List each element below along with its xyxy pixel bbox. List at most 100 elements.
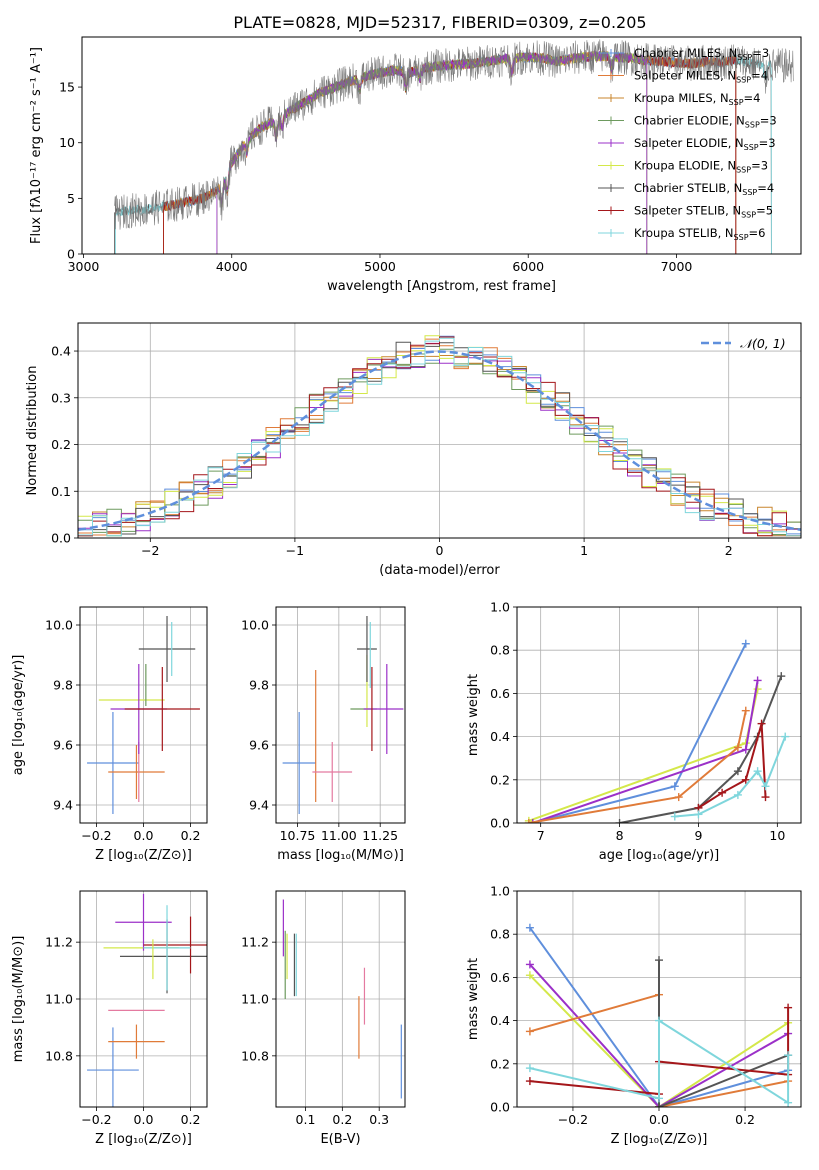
weight-marker-kr_stelib — [784, 1051, 793, 1060]
legend-label: Kroupa MILES, NSSP=4 — [634, 91, 760, 107]
x-tick-label: −1 — [286, 543, 304, 558]
x-tick-label: 0.2 — [181, 828, 201, 843]
errorbar-ch_miles — [87, 712, 139, 814]
legend: 𝒩(0, 1) — [701, 336, 786, 351]
y-tick-label: 10.0 — [241, 618, 269, 633]
y-tick-label: 9.8 — [249, 678, 269, 693]
weight-marker-sa_stelib — [757, 719, 766, 728]
weight-marker-ch_miles — [670, 782, 679, 791]
x-tick-label: 10.75 — [280, 828, 316, 843]
legend-label: Salpeter ELODIE, NSSP=3 — [634, 136, 776, 152]
x-axis-label: wavelength [Angstrom, rest frame] — [327, 279, 556, 294]
legend-item: Kroupa STELIB, NSSP=6 — [598, 226, 765, 242]
legend-label: Salpeter MILES, NSSP=4 — [634, 69, 768, 85]
x-tick-label: 3000 — [68, 259, 100, 274]
y-tick-label: 0.3 — [51, 390, 71, 405]
weight-marker-sa_elodie — [525, 960, 534, 969]
weight-marker-sa_miles — [741, 706, 750, 715]
legend-item: Kroupa MILES, NSSP=4 — [598, 91, 760, 107]
weight-marker-ch_stelib — [777, 672, 786, 681]
errorbar-ch_miles — [282, 712, 316, 814]
weight-marker-ch_stelib — [655, 956, 663, 965]
y-tick-label: 0.6 — [490, 686, 510, 701]
y-tick-label: 0.0 — [490, 1100, 510, 1115]
hist-step-kr_stelib — [78, 337, 801, 537]
y-tick-label: 0 — [67, 247, 75, 262]
plot-area-spectrum — [114, 39, 794, 254]
legend-label: Chabrier STELIB, NSSP=4 — [634, 181, 774, 197]
x-tick-label: −2 — [141, 543, 159, 558]
legend-label: 𝒩(0, 1) — [740, 336, 786, 351]
x-tick-label: 9 — [694, 828, 702, 843]
legend-item: Kroupa ELODIE, NSSP=3 — [598, 159, 768, 175]
weight-marker-sa_elodie — [753, 676, 762, 685]
axes-frame — [516, 606, 802, 824]
x-axis-label: mass [log₁₀(M/M⊙)] — [277, 848, 404, 863]
panel-age_vs_Z: −0.2 0.0 0.2 9.4 9.6 9.8 10.0 Z [log₁₀(Z/Z⊙)] ag… — [11, 606, 208, 863]
x-tick-label: 0 — [436, 543, 444, 558]
x-tick-label: 0.1 — [296, 1112, 316, 1127]
axes-frame — [275, 606, 406, 824]
plot-area-age_vs_Z — [87, 616, 200, 814]
weight-line-sa_elodie — [529, 963, 789, 1107]
y-tick-label: 0.2 — [51, 437, 71, 452]
y-tick-label: 0.4 — [490, 1013, 510, 1028]
weight-marker-sa_miles — [733, 743, 742, 752]
panel-mass_vs_Z: −0.2 0.0 0.2 10.8 11.0 11.2 Z [log₁₀(Z/Z⊙)] mas… — [11, 890, 208, 1147]
figure-title: PLATE=0828, MJD=52317, FIBERID=0309, z=0… — [233, 13, 646, 32]
errorbar-sa_elodie — [115, 893, 172, 951]
x-tick-label: −0.2 — [558, 1112, 588, 1127]
legend-label: Kroupa ELODIE, NSSP=3 — [634, 159, 768, 175]
errorbar-ch_stelib — [138, 616, 196, 682]
weight-line-ch_miles — [529, 927, 789, 1107]
weight-marker-ch_stelib — [655, 1103, 663, 1107]
y-tick-label: 9.4 — [249, 798, 269, 813]
y-axis-label: mass [log₁₀(M/M⊙)] — [11, 936, 26, 1063]
y-tick-label: 0.2 — [490, 772, 510, 787]
y-axis-label: age [log₁₀(age/yr)] — [11, 655, 26, 776]
y-tick-label: 0.6 — [490, 970, 510, 985]
x-tick-label: 11.00 — [321, 828, 357, 843]
x-tick-label: 11.25 — [362, 828, 398, 843]
plot-area-residual_hist — [78, 335, 801, 537]
legend-label: Kroupa STELIB, NSSP=6 — [634, 226, 765, 242]
x-tick-label: 4000 — [216, 259, 248, 274]
x-axis-label: (data-model)/error — [379, 563, 500, 578]
weight-marker-ch_miles — [525, 923, 534, 932]
weight-marker-ch_stelib — [733, 767, 742, 776]
legend-label: Salpeter STELIB, NSSP=5 — [634, 204, 773, 220]
weight-marker-ch_stelib — [615, 819, 624, 823]
weight-marker-sa_stelib — [784, 1003, 793, 1012]
x-tick-label: 7 — [537, 828, 545, 843]
weight-marker-sa_elodie — [528, 819, 537, 823]
legend-label: Chabrier MILES, NSSP=3 — [634, 46, 769, 62]
legend-label: Chabrier ELODIE, NSSP=3 — [634, 114, 777, 130]
axes-frame — [81, 36, 802, 255]
weight-marker-sa_stelib — [525, 1077, 534, 1086]
x-tick-label: 6000 — [512, 259, 544, 274]
x-tick-label: 0.2 — [332, 1112, 352, 1127]
x-tick-label: 5000 — [364, 259, 396, 274]
x-axis-label: Z [log₁₀(Z/Z⊙)] — [95, 848, 192, 863]
x-tick-label: 0.2 — [735, 1112, 755, 1127]
weight-marker-sa_miles — [525, 1027, 534, 1036]
legend-item: Chabrier ELODIE, NSSP=3 — [598, 114, 777, 130]
y-tick-label: 11.0 — [241, 992, 269, 1007]
plot-area-weight_vs_age — [524, 639, 790, 823]
y-tick-label: 0.0 — [51, 531, 71, 546]
y-tick-label: 10.8 — [241, 1048, 269, 1063]
weight-marker-sa_stelib — [761, 793, 770, 802]
y-tick-label: 0.1 — [51, 484, 71, 499]
y-tick-label: 11.2 — [45, 935, 73, 950]
weight-marker-kr_stelib — [784, 1098, 793, 1107]
y-axis-label: Flux [fλ10⁻¹⁷ erg cm⁻² s⁻¹ A⁻¹] — [29, 47, 44, 244]
panel-spectrum: 3000 4000 5000 6000 7000 0 5 10 15 wavelength [An… — [29, 36, 802, 294]
plot-area-mass_vs_ebv — [282, 899, 402, 1099]
y-tick-label: 0.2 — [490, 1056, 510, 1071]
y-tick-label: 10.8 — [45, 1048, 73, 1063]
errorbar-sa_stelib — [124, 667, 200, 751]
y-tick-label: 9.4 — [53, 798, 73, 813]
panel-weight_vs_age: 7 8 9 10 0.0 0.2 0.4 0.6 0.8 1.0 age [log₁₀(age/yr… — [466, 600, 802, 863]
panel-residual_hist: −2 −1 0 1 2 0.0 0.1 0.2 0.3 0.4 (data-model)/error… — [25, 322, 802, 578]
panel-age_vs_mass: 10.75 11.00 11.25 9.4 9.6 9.8 10.0 mass [log₁₀(… — [241, 606, 406, 863]
